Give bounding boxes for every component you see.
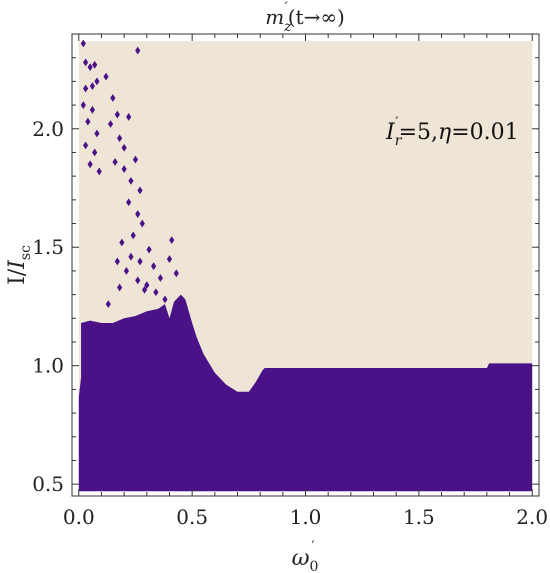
region-island-14 — [96, 167, 102, 176]
region-island-16 — [110, 94, 116, 102]
region-island-15 — [103, 72, 109, 81]
region-island-30 — [139, 219, 145, 228]
y-tick-label-2: 1.5 — [32, 235, 64, 259]
region-island-20 — [121, 143, 127, 152]
y-tick-label-3: 2.0 — [32, 117, 64, 141]
region-island-3 — [92, 60, 98, 69]
region-island-6 — [94, 77, 100, 86]
region-island-21 — [126, 113, 132, 121]
region-island-24 — [128, 176, 134, 185]
axis-ticks: 0.0 0.5 1.0 1.5 2.0 0.5 1.0 1.5 2.0 — [32, 34, 548, 529]
region-island-49 — [117, 283, 123, 292]
x-axis-label: ω0′ — [292, 539, 319, 573]
region-filled — [78, 294, 533, 492]
y-tick-label-1: 1.0 — [32, 354, 64, 378]
region-island-10 — [94, 129, 100, 138]
region-island-23 — [121, 165, 127, 173]
region-island-1 — [83, 58, 89, 67]
region-island-39 — [144, 281, 150, 290]
region-island-40 — [153, 288, 159, 297]
region-island-33 — [128, 252, 134, 261]
region-island-0 — [80, 39, 86, 48]
x-tick-label-2: 1.0 — [290, 505, 322, 529]
region-island-4 — [83, 84, 89, 93]
region-island-43 — [169, 236, 175, 245]
chart-annotation: Ir′=5,η=0.01 — [385, 115, 519, 149]
region-island-9 — [85, 117, 91, 126]
region-island-36 — [151, 262, 157, 271]
region-island-44 — [173, 269, 179, 278]
region-island-46 — [105, 300, 111, 308]
region-island-13 — [87, 160, 93, 169]
region-island-11 — [83, 141, 89, 150]
region-island-7 — [80, 101, 86, 109]
region-island-34 — [137, 257, 143, 266]
x-tick-label-1: 0.5 — [176, 505, 208, 529]
region-island-29 — [135, 210, 141, 218]
region-island-22 — [112, 158, 118, 166]
region-island-41 — [157, 274, 164, 282]
region-island-27 — [137, 186, 143, 195]
region-island-28 — [126, 198, 132, 207]
region-island-47 — [141, 285, 148, 294]
y-tick-label-0: 0.5 — [32, 472, 64, 496]
region-island-2 — [87, 63, 93, 72]
x-tick-label-0: 0.0 — [63, 505, 95, 529]
region-island-25 — [132, 155, 139, 164]
x-tick-label-4: 2.0 — [516, 505, 548, 529]
region-island-37 — [123, 267, 130, 275]
region-island-48 — [162, 295, 168, 304]
region-island-45 — [114, 257, 120, 266]
region-island-38 — [135, 276, 141, 285]
region-island-19 — [117, 134, 123, 143]
region-island-8 — [89, 105, 96, 114]
region-island-26 — [135, 46, 141, 55]
y-axis-label: I/Isc — [5, 245, 34, 285]
chart-title: mz′(t→∞) — [265, 0, 345, 35]
region-island-17 — [107, 120, 114, 128]
region-island-32 — [119, 238, 125, 247]
region-island-12 — [92, 148, 98, 157]
region-island-35 — [146, 245, 152, 254]
x-tick-label-3: 1.5 — [403, 505, 435, 529]
region-island-18 — [114, 110, 120, 119]
region-island-5 — [89, 82, 96, 91]
region-island-31 — [130, 231, 136, 240]
region-island-42 — [166, 255, 173, 263]
